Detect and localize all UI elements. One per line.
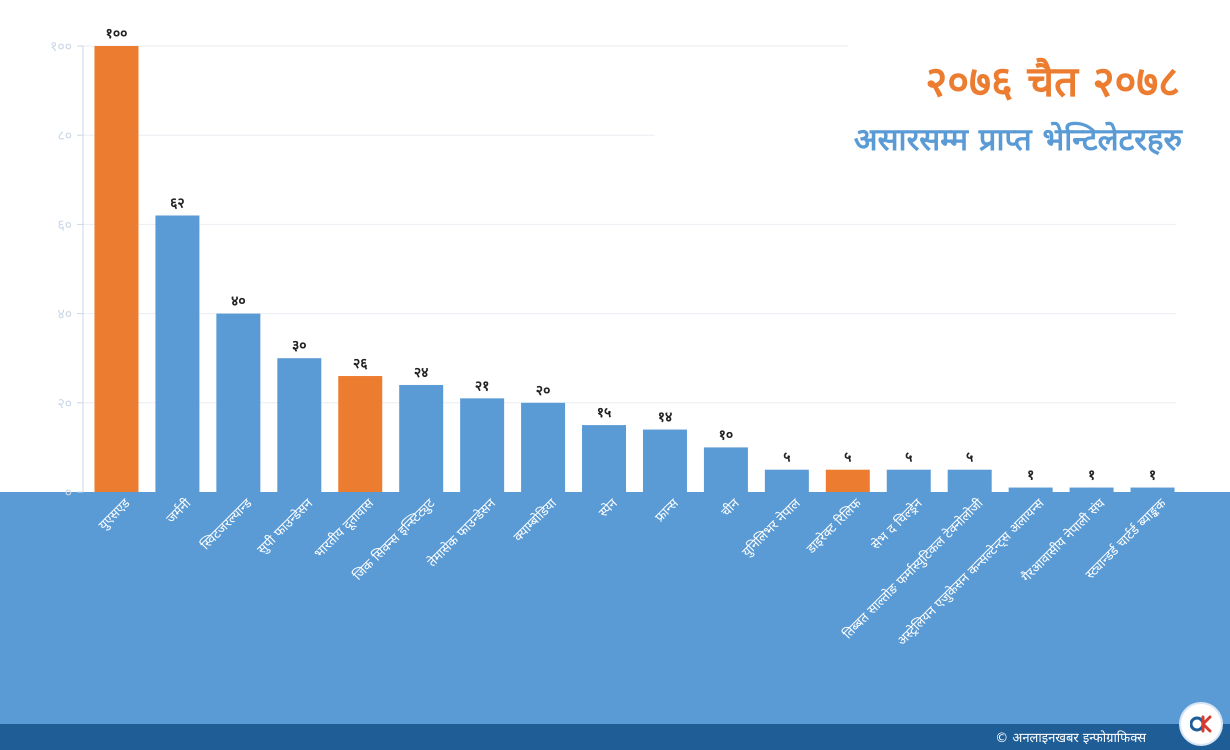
data-label: ४०	[231, 294, 246, 310]
bar	[1008, 487, 1053, 492]
data-label: १००	[106, 26, 128, 42]
data-label: २४	[414, 365, 429, 381]
bar	[703, 447, 748, 492]
data-label: ३०	[292, 338, 307, 354]
logo-mark	[1190, 715, 1212, 733]
bar	[642, 429, 687, 492]
y-tick-label: ८०	[57, 128, 72, 144]
data-label: २१	[475, 378, 490, 394]
data-label: १४	[658, 410, 673, 426]
category-label-band	[0, 492, 1230, 724]
data-label: ५	[966, 450, 973, 466]
data-label: १५	[597, 405, 612, 421]
bar	[155, 215, 200, 493]
bar	[886, 469, 931, 492]
bar	[825, 469, 870, 492]
bar	[216, 313, 261, 492]
bar	[1130, 487, 1175, 492]
data-label: ५	[844, 450, 851, 466]
y-tick-label: ६०	[57, 217, 72, 233]
y-tick-label: १००	[50, 39, 72, 55]
footer-bar: © अनलाइनखबर इन्फोग्राफिक्स	[0, 724, 1230, 750]
chart-title: २०७६ चैत २०७८	[925, 57, 1180, 106]
bar	[947, 469, 992, 492]
bar	[277, 358, 322, 492]
copyright-credit: © अनलाइनखबर इन्फोग्राफिक्स	[995, 731, 1146, 746]
data-label: १	[1149, 468, 1156, 484]
bar	[521, 402, 566, 492]
bar	[399, 384, 444, 492]
y-tick-label: २०	[57, 396, 72, 412]
onlinekhabar-logo-icon	[1181, 704, 1221, 744]
bar	[1069, 487, 1114, 492]
data-label: ६२	[170, 195, 185, 211]
y-tick-label: ४०	[57, 307, 72, 323]
bar	[338, 376, 383, 492]
data-label: १	[1088, 468, 1095, 484]
data-label: ५	[783, 450, 790, 466]
bar	[764, 469, 809, 492]
data-label: १०	[719, 427, 734, 443]
data-label: १	[1027, 468, 1034, 484]
y-tick-label: ०	[65, 485, 72, 501]
chart-subtitle: असारसम्म प्राप्त भेन्टिलेटरहरु	[853, 122, 1182, 158]
data-label: २६	[353, 356, 368, 372]
bar	[94, 46, 139, 492]
bar	[460, 398, 505, 492]
data-label: ५	[905, 450, 912, 466]
bar	[582, 425, 627, 492]
data-label: २०	[536, 383, 551, 399]
